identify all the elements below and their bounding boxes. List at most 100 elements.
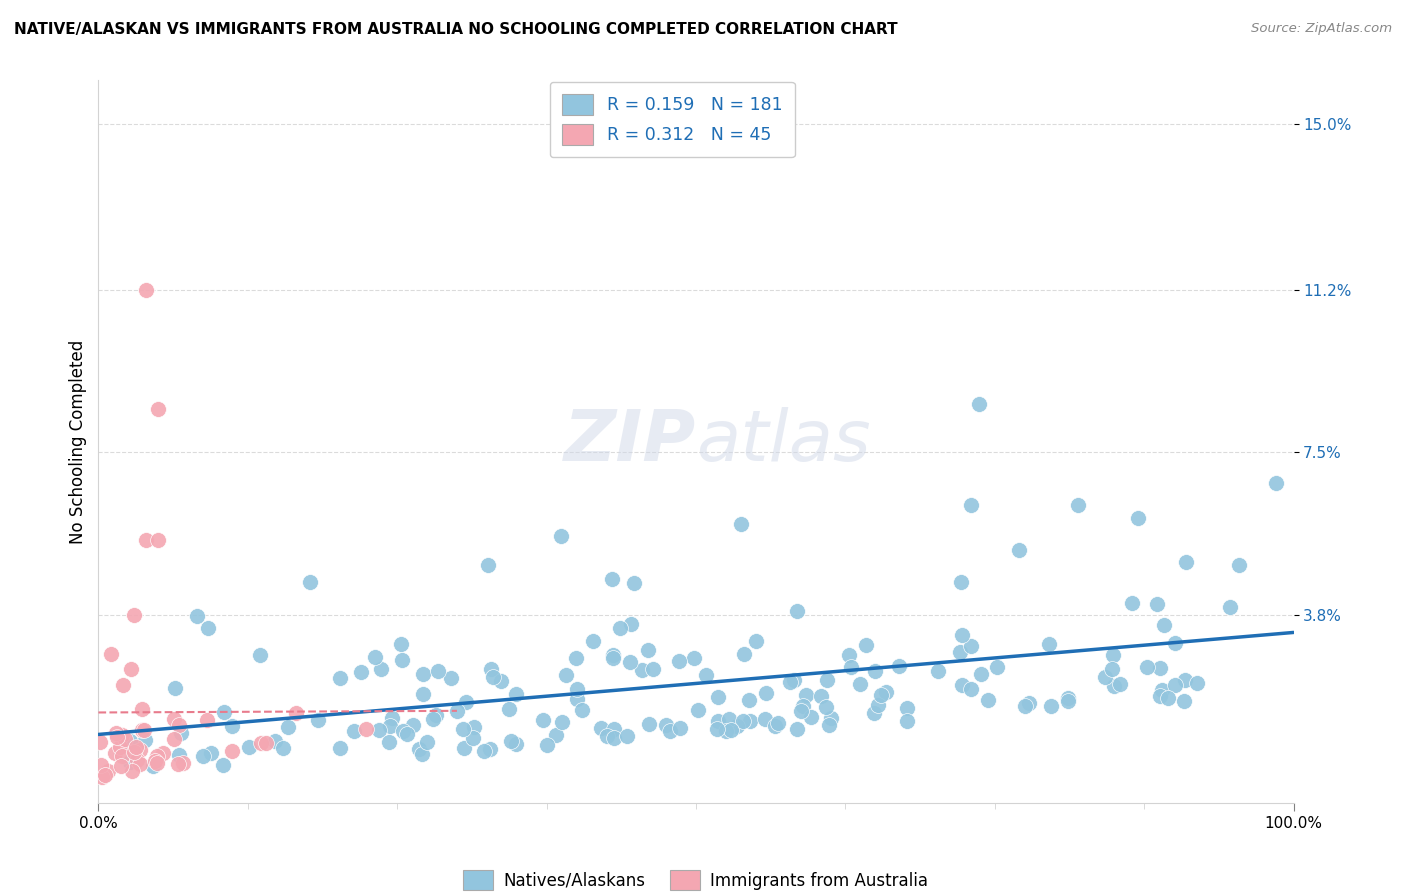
Point: [794, 688, 817, 702]
Point: [1146, 597, 1168, 611]
Point: [950, 628, 973, 642]
Point: [131, 702, 153, 716]
Point: [453, 740, 475, 755]
Point: [755, 686, 778, 700]
Point: [960, 498, 983, 512]
Point: [112, 678, 135, 692]
Point: [620, 616, 643, 631]
Point: [1264, 476, 1286, 491]
Point: [343, 723, 366, 738]
Point: [221, 718, 243, 732]
Point: [498, 702, 520, 716]
Point: [820, 711, 842, 725]
Point: [148, 533, 170, 547]
Point: [582, 634, 605, 648]
Point: [815, 673, 838, 687]
Point: [1121, 596, 1143, 610]
Point: [163, 731, 186, 746]
Point: [855, 639, 877, 653]
Point: [1136, 660, 1159, 674]
Point: [725, 719, 748, 733]
Point: [1174, 673, 1197, 687]
Point: [571, 703, 593, 717]
Point: [1101, 662, 1123, 676]
Point: [1067, 498, 1090, 512]
Point: [254, 735, 277, 749]
Point: [350, 665, 373, 679]
Point: [609, 622, 631, 636]
Point: [688, 703, 710, 717]
Point: [766, 715, 789, 730]
Point: [717, 712, 740, 726]
Point: [451, 722, 474, 736]
Point: [1108, 677, 1130, 691]
Point: [896, 714, 918, 729]
Point: [298, 575, 321, 590]
Point: [950, 678, 973, 692]
Point: [426, 664, 449, 678]
Point: [1056, 694, 1078, 708]
Point: [111, 729, 134, 743]
Point: [169, 718, 191, 732]
Point: [446, 704, 468, 718]
Point: [170, 725, 193, 739]
Point: [565, 681, 588, 696]
Point: [927, 664, 949, 678]
Point: [212, 705, 235, 719]
Point: [1227, 558, 1250, 572]
Point: [162, 712, 184, 726]
Point: [363, 650, 385, 665]
Point: [505, 738, 527, 752]
Point: [631, 663, 654, 677]
Point: [786, 722, 808, 736]
Point: [463, 720, 485, 734]
Point: [169, 748, 191, 763]
Point: [551, 714, 574, 729]
Point: [669, 722, 692, 736]
Point: [307, 713, 329, 727]
Point: [754, 712, 776, 726]
Point: [120, 756, 142, 770]
Point: [191, 748, 214, 763]
Point: [129, 743, 152, 757]
Point: [380, 718, 402, 732]
Point: [600, 572, 623, 586]
Point: [152, 746, 174, 760]
Point: [477, 558, 499, 573]
Point: [143, 755, 166, 769]
Point: [120, 733, 142, 747]
Point: [818, 718, 841, 732]
Point: [329, 741, 352, 756]
Point: [1153, 617, 1175, 632]
Point: [148, 401, 170, 416]
Point: [815, 700, 838, 714]
Point: [1008, 543, 1031, 558]
Point: [970, 666, 993, 681]
Point: [146, 756, 169, 770]
Point: [616, 729, 638, 743]
Point: [790, 704, 813, 718]
Point: [763, 719, 786, 733]
Point: [195, 713, 218, 727]
Point: [986, 660, 1008, 674]
Point: [1056, 691, 1078, 706]
Point: [367, 723, 389, 738]
Point: [472, 743, 495, 757]
Point: [167, 756, 190, 771]
Point: [555, 668, 578, 682]
Point: [565, 651, 588, 665]
Point: [370, 662, 392, 676]
Point: [1149, 661, 1171, 675]
Point: [619, 655, 641, 669]
Point: [135, 284, 157, 298]
Point: [104, 746, 127, 760]
Point: [1014, 698, 1036, 713]
Point: [402, 718, 425, 732]
Point: [89, 735, 111, 749]
Point: [870, 688, 893, 702]
Point: [949, 645, 972, 659]
Point: [391, 653, 413, 667]
Point: [707, 714, 730, 728]
Point: [97, 764, 120, 779]
Point: [461, 731, 484, 745]
